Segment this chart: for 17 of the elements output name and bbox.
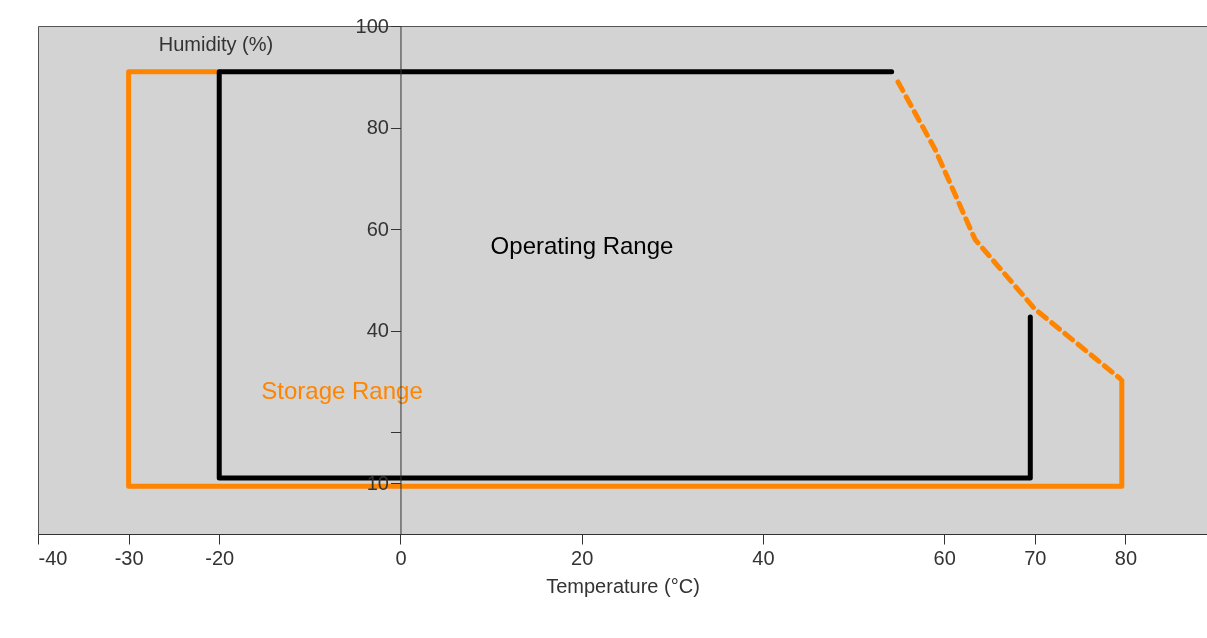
text: Operating Range [490,232,674,259]
x-tick-label: 20 [571,546,594,569]
x-tick-label: 60 [933,546,956,569]
x-tick-label: -30 [114,546,144,569]
x-axis-title: Temperature (°C) [546,574,700,597]
y-tick-label: 60 [366,217,389,240]
x-tick-label: 40 [752,546,775,569]
x-tick-label: -40 [38,546,68,569]
x-tick-label: 80 [1114,546,1138,569]
y-tick-label: 80 [366,116,389,139]
y-axis-title: Humidity (%) [158,32,274,55]
y-tick-label: 40 [366,319,389,342]
x-tick-label: 70 [1024,546,1047,569]
x-tick-label: -20 [205,546,235,569]
x-tick-label: 0 [395,546,407,569]
text: Storage Range [261,377,423,404]
y-tick-label: 10 [366,471,389,494]
